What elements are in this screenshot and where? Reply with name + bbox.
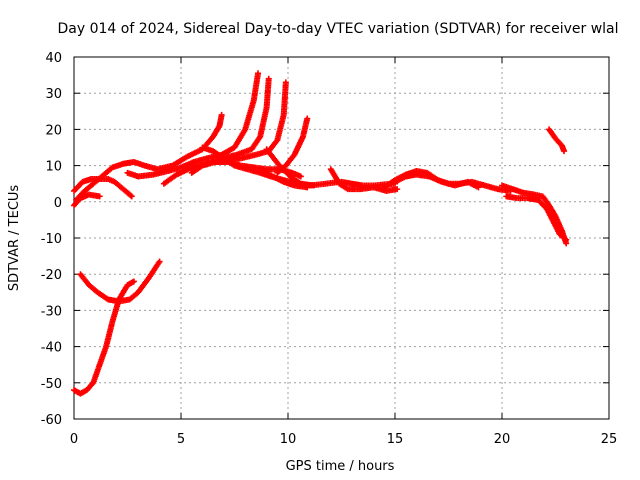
y-tick-label: -10 xyxy=(41,232,62,247)
y-tick-label: 20 xyxy=(45,123,62,138)
x-tick-label: 25 xyxy=(601,432,618,447)
y-tick-labels: -60 -50 -40 -30 -20 -10 0 10 20 30 40 xyxy=(41,51,62,428)
data-point xyxy=(475,184,482,191)
series-arc-5 xyxy=(73,111,225,203)
data-point xyxy=(130,278,137,285)
data-point xyxy=(297,173,304,180)
data-point xyxy=(218,111,225,118)
series-arc-19 xyxy=(503,193,570,243)
y-tick-label: -60 xyxy=(41,413,62,428)
series-arc-2 xyxy=(77,258,163,305)
data-point xyxy=(282,79,289,86)
y-tick-label: 40 xyxy=(45,51,62,66)
x-axis-label: GPS time / hours xyxy=(286,459,395,474)
data-point xyxy=(156,258,163,265)
series-arc-8 xyxy=(188,79,289,176)
x-tick-label: 15 xyxy=(387,432,404,447)
x-tick-label: 20 xyxy=(494,432,511,447)
data-marks xyxy=(71,70,570,397)
y-axis-label: SDTVAR / TECUs xyxy=(7,185,22,292)
data-point xyxy=(304,115,311,122)
x-tick-labels: 0 5 10 15 20 25 xyxy=(70,432,617,447)
x-tick-label: 0 xyxy=(70,432,78,447)
data-point xyxy=(561,148,568,155)
y-tick-label: 10 xyxy=(45,160,62,175)
x-tick-label: 5 xyxy=(177,432,185,447)
gridlines xyxy=(74,57,609,419)
chart-title: Day 014 of 2024, Sidereal Day-to-day VTE… xyxy=(57,21,618,37)
series-arc-20 xyxy=(546,126,568,155)
data-point xyxy=(394,186,401,193)
series-arc-15 xyxy=(327,166,401,194)
data-point xyxy=(265,75,272,82)
data-point xyxy=(563,236,570,243)
data-point xyxy=(128,193,135,200)
axis-ticks xyxy=(73,56,610,420)
series-arc-17 xyxy=(392,171,482,191)
data-point xyxy=(127,192,134,199)
data-point xyxy=(255,70,262,77)
y-tick-label: 0 xyxy=(54,196,62,211)
y-tick-label: 30 xyxy=(45,87,62,102)
data-point xyxy=(96,193,103,200)
y-tick-label: -30 xyxy=(41,304,62,319)
y-tick-label: -40 xyxy=(41,341,62,356)
series-arc-13 xyxy=(274,115,311,176)
y-tick-label: -20 xyxy=(41,268,62,283)
x-tick-label: 10 xyxy=(280,432,297,447)
y-tick-label: -50 xyxy=(41,377,62,392)
